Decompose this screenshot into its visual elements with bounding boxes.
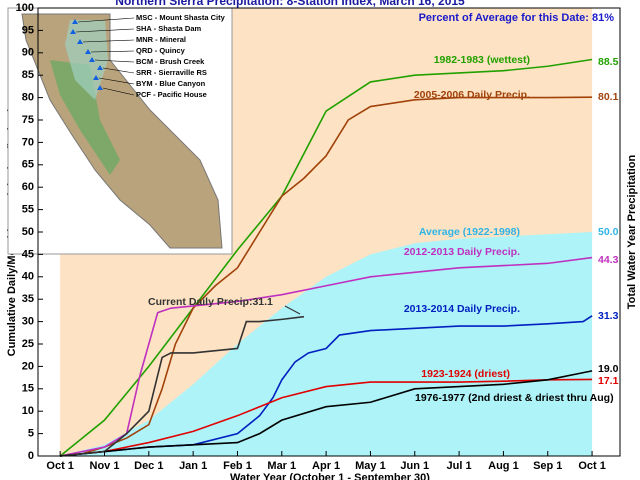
subtitle: Percent of Average for this Date: 81% [419, 12, 615, 24]
station-leader [90, 50, 135, 53]
line [60, 96, 593, 457]
station-marker [72, 19, 78, 24]
y-tick-label: 35 [22, 293, 34, 305]
x-axis-label: Water Year (October 1 - September 30) [230, 472, 430, 480]
line [59, 58, 593, 457]
station-label: SRR - Sierraville RS [136, 68, 207, 77]
y-tick-label: 45 [22, 248, 34, 260]
y-tick-label: 0 [28, 450, 34, 462]
x-tick-label: Aug 1 [488, 460, 519, 472]
station-marker [97, 65, 103, 70]
chart-title: Northern Sierra Precipitation: 8-Station… [115, 0, 465, 8]
station-leader [77, 17, 135, 23]
x-tick-label: Sep 1 [533, 460, 562, 472]
station-leader [75, 28, 135, 33]
y-tick-label: 20 [22, 360, 34, 372]
station-label: MNR - Mineral [136, 35, 186, 44]
y-tick-label: 15 [22, 383, 34, 395]
end-value-label: 88.5 [598, 56, 619, 68]
station-label: QRD - Quincy [136, 46, 186, 55]
station-marker [93, 75, 99, 80]
end-value-label: 50.0 [598, 226, 619, 238]
valley [50, 60, 120, 175]
series-label: 1976-1977 (2nd driest & driest thru Aug) [415, 392, 614, 404]
y-tick-label: 60 [22, 181, 34, 193]
station-label: PCF - Pacific House [136, 90, 207, 99]
x-tick-label: Jan 1 [179, 460, 207, 472]
x-tick-label: Oct 1 [46, 460, 74, 472]
y-tick-label: 95 [22, 24, 34, 36]
x-tick-label: May 1 [355, 460, 386, 472]
y-tick-label: 25 [22, 338, 34, 350]
series-label: 1982-1983 (wettest) [434, 54, 530, 66]
x-tick-label: Jun 1 [400, 460, 429, 472]
line [60, 315, 305, 457]
y-tick-label: 85 [22, 69, 34, 81]
line [60, 256, 593, 457]
station-label: BCM - Brush Creek [136, 57, 205, 66]
map-inset: MSC - Mount Shasta City SHA - Shasta Dam M… [7, 7, 233, 255]
y-tick-label: 55 [22, 204, 34, 216]
station-leader [98, 77, 135, 85]
series-label: Average (1922-1998) [419, 226, 520, 238]
y-tick-label: 40 [22, 271, 34, 283]
y-tick-label: 10 [22, 405, 34, 417]
series-label: 1923-1924 (driest) [421, 368, 510, 380]
series-label: 2005-2006 Daily Precip. [414, 89, 530, 101]
y-tick-label: 80 [22, 92, 34, 104]
annotation: Current Daily Precip:31.1 [148, 296, 273, 308]
station-list: MSC - Mount Shasta City SHA - Shasta Dam M… [70, 13, 226, 99]
annotation-arrow [284, 305, 301, 315]
station-label: MSC - Mount Shasta City [136, 13, 226, 22]
station-marker [70, 29, 76, 34]
end-value-label: 31.3 [598, 310, 619, 322]
line [60, 378, 593, 457]
y-tick-label: 65 [22, 159, 34, 171]
series-label: 2013-2014 Daily Precip. [404, 303, 520, 315]
station-leader [102, 67, 135, 74]
end-value-label: 44.3 [598, 254, 619, 266]
station-marker [77, 39, 83, 44]
end-value-label: 17.1 [598, 375, 619, 387]
end-value-label: 80.1 [598, 91, 619, 103]
station-label: BYM - Blue Canyon [136, 79, 206, 88]
x-tick-label: Nov 1 [90, 460, 120, 472]
x-tick-label: Apr 1 [312, 460, 340, 472]
end-value-label: 19.0 [598, 363, 619, 375]
station-leader [102, 87, 135, 96]
line [60, 370, 593, 457]
x-tick-label: Mar 1 [267, 460, 296, 472]
y-tick-label: 90 [22, 47, 34, 59]
y-tick-label: 100 [16, 2, 34, 14]
x-tick-label: Feb 1 [223, 460, 252, 472]
y2-axis-label: Total Water Year Precipitation [626, 154, 638, 309]
y-tick-label: 50 [22, 226, 34, 238]
x-tick-label: Dec 1 [134, 460, 163, 472]
x-tick-label: Jul 1 [447, 460, 472, 472]
station-leader [94, 59, 135, 63]
station-marker [89, 57, 95, 62]
y-tick-label: 75 [22, 114, 34, 126]
station-marker [85, 49, 91, 54]
series-label: 2012-2013 Daily Precip. [404, 246, 520, 258]
y-tick-label: 30 [22, 316, 34, 328]
y-tick-label: 70 [22, 136, 34, 148]
station-marker [97, 85, 103, 90]
x-tick-label: Oct 1 [578, 460, 606, 472]
station-leader [82, 39, 135, 43]
y-tick-label: 5 [28, 428, 34, 440]
area [60, 232, 593, 456]
station-label: SHA - Shasta Dam [136, 24, 201, 33]
